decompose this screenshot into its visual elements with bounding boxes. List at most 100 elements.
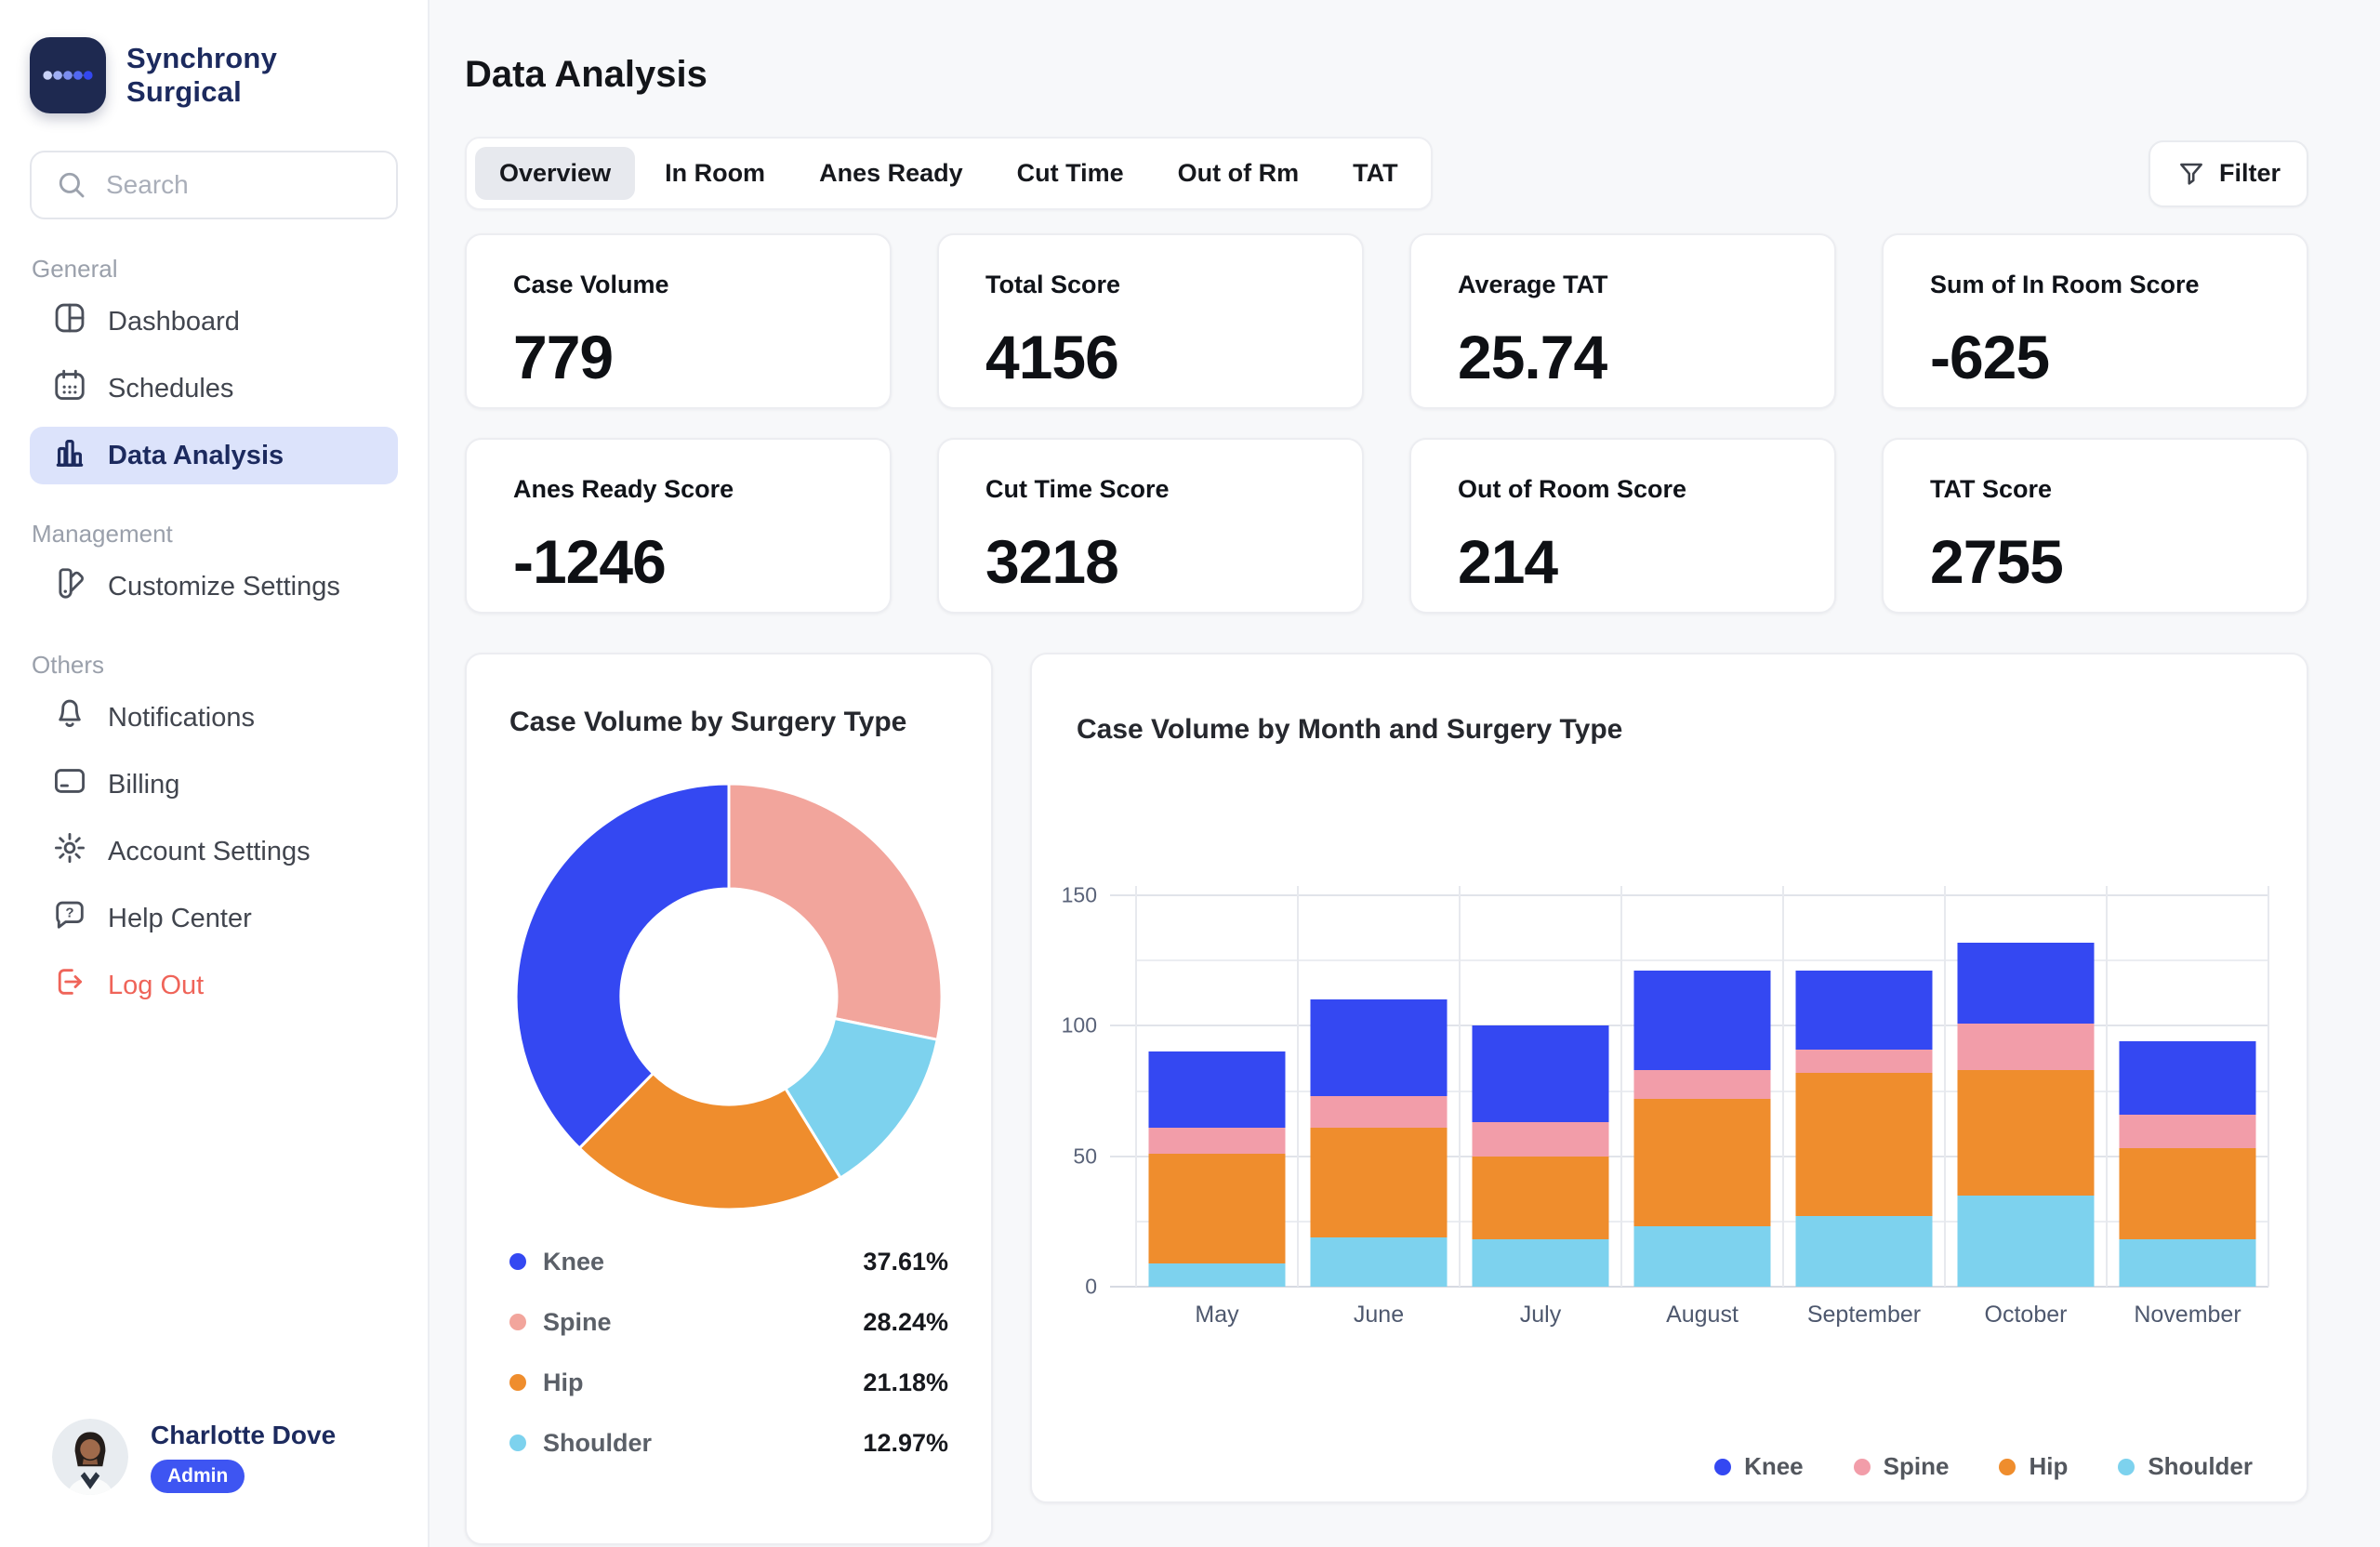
stacked-bar-may[interactable] xyxy=(1148,1051,1286,1287)
stacked-bar-september[interactable] xyxy=(1795,971,1933,1287)
legend-label: Knee xyxy=(1744,1452,1804,1480)
sidebar-nav: General Dashboard Schedules Data Analysis Ma… xyxy=(30,255,398,1014)
logout-icon xyxy=(52,964,87,1007)
logo-dots-icon xyxy=(43,71,93,80)
donut-legend-key: Hip xyxy=(509,1368,584,1397)
sidebar-item-billing[interactable]: Billing xyxy=(30,756,398,813)
stat-card-title: Total Score xyxy=(985,271,1121,298)
sidebar-item-account-settings[interactable]: Account Settings xyxy=(30,823,398,880)
stat-card-case-volume: Case Volume 779 xyxy=(465,233,892,409)
bar-segment-spine xyxy=(2119,1114,2256,1149)
tab-tat[interactable]: TAT xyxy=(1353,159,1398,187)
tab-anes-ready[interactable]: Anes Ready xyxy=(819,159,963,187)
gridline-x xyxy=(1135,886,1137,1287)
bar-chart-plot: 0 50 100 150 May June July August September Octob… xyxy=(1062,883,2269,1328)
legend-label: Knee xyxy=(543,1247,605,1276)
bar-legend-item-hip: Hip xyxy=(1999,1452,2068,1481)
sidebar-item-label: Account Settings xyxy=(108,836,311,866)
stacked-bar-august[interactable] xyxy=(1633,971,1771,1287)
stats-grid: Case Volume 779 Total Score 4156 Average TAT… xyxy=(465,233,2308,614)
bar-segment-knee xyxy=(1472,1025,1609,1123)
user-profile[interactable]: Charlotte Dove Admin xyxy=(52,1419,336,1495)
donut-slice-knee xyxy=(514,782,731,1150)
bar-legend-item-shoulder: Shoulder xyxy=(2118,1452,2253,1481)
sidebar-item-label: Notifications xyxy=(108,702,255,733)
sidebar-item-log-out[interactable]: Log Out xyxy=(30,957,398,1014)
bar-segment-knee xyxy=(2119,1041,2256,1115)
sidebar-item-label: Data Analysis xyxy=(108,440,284,470)
bar-chart-title: Case Volume by Month and Surgery Type xyxy=(1077,714,1623,745)
filter-button[interactable]: Filter xyxy=(2148,139,2308,207)
avatar xyxy=(52,1419,128,1495)
sidebar-section-label: Management xyxy=(32,520,173,548)
stacked-bar-june[interactable] xyxy=(1310,999,1448,1287)
gridline-x xyxy=(1620,886,1622,1287)
stat-card-value: 25.74 xyxy=(1458,323,1607,391)
customize-icon xyxy=(52,565,87,608)
legend-label: Hip xyxy=(543,1368,584,1396)
legend-dot-spine xyxy=(1853,1458,1871,1475)
bar-segment-hip xyxy=(1795,1072,1933,1217)
legend-dot-knee xyxy=(509,1253,526,1270)
bar-segment-hip xyxy=(1633,1098,1771,1227)
stat-card-value: 2755 xyxy=(1930,527,2064,596)
sidebar-item-schedules[interactable]: Schedules xyxy=(30,360,398,417)
stat-card-title: Sum of In Room Score xyxy=(1930,271,2200,298)
stacked-bar-november[interactable] xyxy=(2119,1041,2256,1287)
donut-chart-title: Case Volume by Surgery Type xyxy=(509,707,907,737)
sidebar-item-customize-settings[interactable]: Customize Settings xyxy=(30,558,398,615)
stat-card-value: 779 xyxy=(513,323,614,391)
gridline-x xyxy=(1944,886,1946,1287)
gridline-y-125 xyxy=(1136,959,2268,962)
gridline-y-150 xyxy=(1110,894,2268,896)
sidebar-section-label: Others xyxy=(32,651,105,679)
bar-segment-hip xyxy=(1148,1153,1286,1263)
search-input[interactable] xyxy=(106,170,372,200)
stat-card-title: TAT Score xyxy=(1930,475,2053,503)
stat-card-average-tat: Average TAT 25.74 xyxy=(1409,233,1836,409)
bar-segment-spine xyxy=(1633,1070,1771,1099)
bar-segment-shoulder xyxy=(1472,1239,1609,1287)
bar-segment-shoulder xyxy=(1633,1226,1771,1287)
tab-in-room[interactable]: In Room xyxy=(665,159,766,187)
search-icon xyxy=(59,172,85,198)
sidebar-item-data-analysis[interactable]: Data Analysis xyxy=(30,427,398,484)
bar-segment-shoulder xyxy=(2119,1239,2256,1287)
bar-column-november: November xyxy=(2107,895,2268,1328)
stat-card-value: 4156 xyxy=(985,323,1119,391)
calendar-icon xyxy=(52,367,87,410)
bar-segment-hip xyxy=(1310,1127,1448,1237)
search-box[interactable] xyxy=(30,151,398,219)
donut-legend-row: Shoulder 12.97% xyxy=(509,1425,948,1461)
sidebar-item-dashboard[interactable]: Dashboard xyxy=(30,293,398,350)
bar-segment-knee xyxy=(1957,942,2095,1024)
sidebar-item-help-center[interactable]: ? Help Center xyxy=(30,890,398,947)
bar-segment-hip xyxy=(1957,1070,2095,1196)
stat-card-title: Anes Ready Score xyxy=(513,475,734,503)
stacked-bar-july[interactable] xyxy=(1472,1025,1609,1287)
bar-column-october: October xyxy=(1945,895,2107,1328)
bar-legend-item-spine: Spine xyxy=(1853,1452,1950,1481)
bar-chart-card: Case Volume by Month and Surgery Type 0 5… xyxy=(1030,653,2308,1503)
tab-overview[interactable]: Overview xyxy=(475,147,636,200)
legend-dot-spine xyxy=(509,1314,526,1330)
tab-out-of-rm[interactable]: Out of Rm xyxy=(1177,159,1300,187)
bar-segment-spine xyxy=(1957,1023,2095,1071)
stat-card-total-score: Total Score 4156 xyxy=(937,233,1364,409)
bar-column-july: July xyxy=(1460,895,1621,1328)
bar-segment-shoulder xyxy=(1795,1216,1933,1287)
donut-slice-hip xyxy=(577,1072,842,1211)
x-axis-label: July xyxy=(1519,1302,1562,1328)
sidebar-item-label: Customize Settings xyxy=(108,571,340,602)
stacked-bar-october[interactable] xyxy=(1957,942,2095,1287)
sidebar-item-notifications[interactable]: Notifications xyxy=(30,689,398,747)
x-axis-label: May xyxy=(1195,1302,1239,1328)
legend-label: Spine xyxy=(1883,1452,1950,1480)
credit-card-icon xyxy=(52,763,87,806)
legend-dot-knee xyxy=(1714,1458,1732,1475)
tab-cut-time[interactable]: Cut Time xyxy=(1016,159,1124,187)
gridline-y-0 xyxy=(1110,1286,2268,1288)
legend-dot-shoulder xyxy=(2118,1458,2135,1475)
bar-chart-legend: Knee Spine Hip Shoulder xyxy=(1714,1452,2253,1481)
